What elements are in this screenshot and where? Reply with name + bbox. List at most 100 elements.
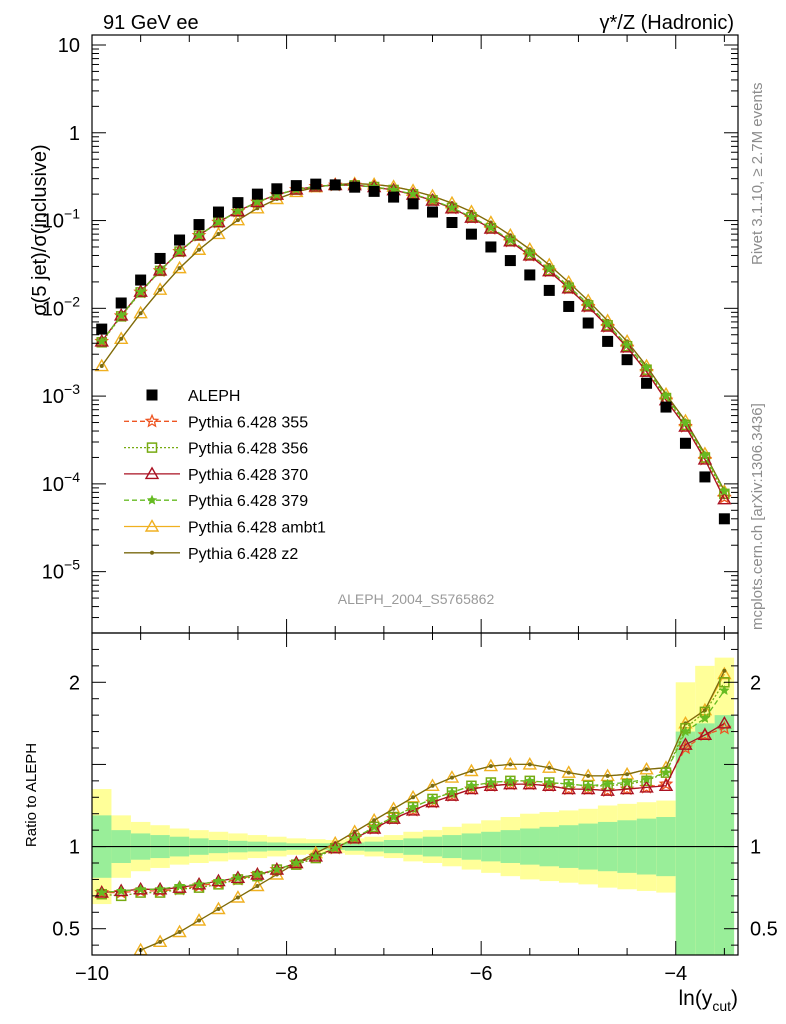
data-point <box>310 178 322 190</box>
data-point <box>235 895 240 900</box>
data-point <box>699 449 711 461</box>
data-point <box>158 939 163 944</box>
data-point <box>135 274 147 286</box>
legend-entry: Pythia 6.428 356 <box>124 441 308 458</box>
data-point <box>602 318 614 329</box>
left-title: 91 GeV ee <box>103 12 199 34</box>
data-point <box>99 364 104 369</box>
data-point <box>722 668 727 673</box>
x-axis-label: ln(ycut) <box>678 987 738 1014</box>
data-point <box>252 196 263 207</box>
data-point <box>566 770 571 775</box>
data-point <box>193 219 205 231</box>
data-point <box>469 769 474 773</box>
y-tick-label-exponent: −2 <box>64 293 80 309</box>
data-point <box>329 842 341 853</box>
data-point <box>522 776 538 790</box>
data-point <box>213 875 224 886</box>
data-point <box>522 757 538 770</box>
y-tick-label-base: 10 <box>42 298 64 320</box>
legend-label: Pythia 6.428 z2 <box>188 546 298 563</box>
data-point <box>678 419 693 432</box>
data-point <box>449 775 454 780</box>
series-line <box>101 690 725 894</box>
data-point <box>144 519 160 532</box>
x-tick-label: −8 <box>275 963 298 985</box>
y-tick-label: 10−5 <box>42 557 80 584</box>
data-point <box>580 299 596 312</box>
data-point <box>485 241 497 253</box>
data-point <box>212 206 224 218</box>
data-point <box>386 811 401 824</box>
data-point <box>563 280 575 291</box>
data-point <box>504 255 516 267</box>
data-point <box>96 335 108 346</box>
data-point <box>504 775 516 786</box>
data-point <box>113 331 129 344</box>
data-point <box>697 451 713 465</box>
data-point <box>172 924 187 938</box>
data-point <box>679 437 691 449</box>
y-tick-label-exponent: −5 <box>64 557 80 573</box>
legend-entry: Pythia 6.428 z2 <box>124 546 298 563</box>
data-point <box>232 872 244 883</box>
data-point <box>197 247 202 252</box>
y-tick-label: 10−2 <box>42 293 80 320</box>
x-axis-label-close: ) <box>731 987 738 1010</box>
x-tick-label: −4 <box>664 963 687 985</box>
data-point <box>466 780 477 791</box>
data-point <box>407 198 419 210</box>
data-point <box>329 179 341 191</box>
data-point <box>580 781 596 795</box>
y-tick-label-right: 2 <box>750 672 761 694</box>
data-point <box>372 818 377 823</box>
data-point <box>115 309 127 320</box>
data-point <box>430 783 435 788</box>
data-point <box>290 857 302 868</box>
data-point <box>542 263 557 277</box>
data-point <box>619 781 635 795</box>
y-tick-label-exponent: −1 <box>64 206 80 222</box>
y-tick-label-left: 1 <box>69 837 80 859</box>
data-point <box>213 216 224 227</box>
data-point <box>488 764 493 769</box>
data-point <box>193 878 205 889</box>
data-point <box>138 311 143 316</box>
y-tick-label-right: 0.5 <box>750 919 778 941</box>
data-point <box>216 231 221 236</box>
data-point <box>602 335 614 347</box>
data-point <box>719 684 730 696</box>
data-point <box>718 485 730 497</box>
data-point <box>427 793 438 804</box>
data-point <box>407 801 419 812</box>
data-point <box>660 390 672 401</box>
y-tick-label: 10 <box>58 35 80 57</box>
data-point <box>582 317 594 329</box>
data-point <box>290 180 302 192</box>
data-point <box>191 913 207 926</box>
legend-entry: Pythia 6.428 379 <box>124 493 308 510</box>
data-point <box>271 183 283 195</box>
data-point <box>446 217 458 229</box>
data-point <box>230 890 246 903</box>
data-point <box>639 364 654 377</box>
legend-entry: Pythia 6.428 370 <box>124 466 308 484</box>
data-point <box>154 883 166 894</box>
data-point <box>699 712 711 723</box>
data-point <box>146 389 158 401</box>
data-point <box>718 513 730 525</box>
data-point <box>600 319 615 332</box>
data-point <box>252 868 263 880</box>
x-axis-label-main: ln(y <box>678 987 712 1010</box>
data-point <box>388 811 399 822</box>
data-point <box>543 263 555 274</box>
green-band-bin <box>675 731 696 955</box>
data-point <box>407 188 419 199</box>
data-point <box>250 878 265 892</box>
data-point <box>524 247 536 259</box>
data-point <box>485 776 497 788</box>
legend-label: ALEPH <box>188 388 240 405</box>
data-point <box>172 260 187 274</box>
